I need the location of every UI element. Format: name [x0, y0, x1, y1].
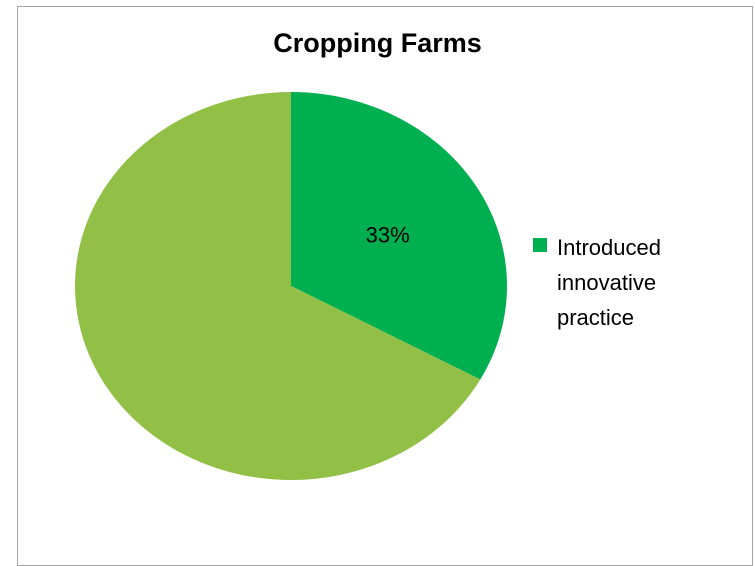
pie-slice-1: [75, 92, 481, 480]
slice-data-label-0: 33%: [366, 223, 410, 248]
legend-swatch: [533, 238, 547, 252]
legend: Introduced innovative practice: [533, 230, 717, 335]
legend-label: Introduced innovative practice: [557, 235, 661, 330]
pie-slice-0: [291, 92, 508, 380]
chart-title: Cropping Farms: [273, 28, 482, 58]
